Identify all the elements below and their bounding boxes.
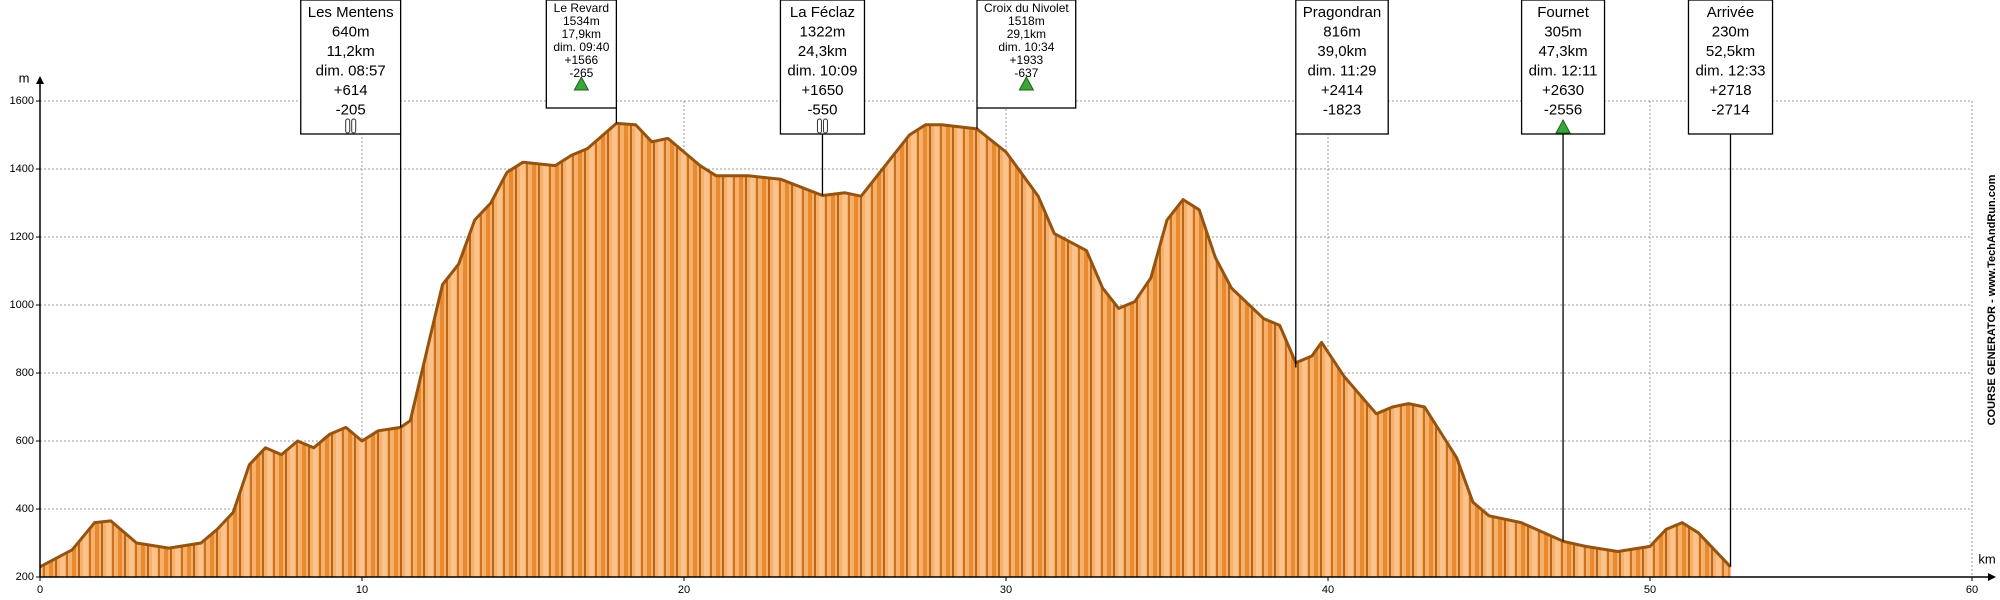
waypoint-distance: 17,9km (562, 27, 601, 41)
waypoint: Fournet 305m 47,3km dim. 12:11 +2630 -2556 (1520, 0, 1606, 542)
waypoint-loss: -1823 (1323, 101, 1361, 118)
waypoint: Les Mentens 640m 11,2km dim. 08:57 +614 -205 (300, 0, 402, 428)
waypoint-loss: -550 (807, 101, 837, 118)
water-icon (816, 118, 822, 134)
waypoint-loss: -2714 (1711, 101, 1749, 118)
waypoint-name: Pragondran (1303, 4, 1381, 21)
x-axis-label: km (1978, 551, 1995, 566)
waypoint-box (1687, 0, 1774, 135)
waypoint-name: Croix du Nivolet (984, 1, 1069, 15)
waypoint: La Féclaz 1322m 24,3km dim. 10:09 +1650 -550 (779, 0, 866, 196)
waypoint-distance: 29,1km (1007, 27, 1046, 41)
waypoint-loss: -637 (1014, 66, 1038, 80)
summit-icon (1018, 75, 1035, 91)
waypoint-loss: -2556 (1544, 101, 1582, 118)
waypoint-time: dim. 12:33 (1695, 62, 1765, 79)
waypoint-box (1295, 0, 1389, 135)
waypoint-distance: 52,5km (1706, 43, 1755, 60)
y-tick-label: 1200 (10, 231, 34, 243)
y-tick-label: 800 (16, 367, 34, 379)
waypoint-gain: +614 (334, 82, 368, 99)
waypoint: Arrivée 230m 52,5km dim. 12:33 +2718 -2714 (1687, 0, 1774, 567)
waypoint-loss: -265 (569, 66, 593, 80)
waypoint-box (779, 0, 866, 135)
waypoint-gain: +2414 (1321, 82, 1363, 99)
profile-line (39, 121, 1732, 569)
water-icon (822, 118, 828, 134)
x-tick-label: 50 (1644, 584, 1656, 596)
waypoint-elevation: 305m (1544, 23, 1582, 40)
y-tick-label: 1400 (10, 163, 34, 175)
x-tick-label: 60 (1966, 584, 1978, 596)
waypoint-name: La Féclaz (790, 4, 855, 21)
waypoint-distance: 39,0km (1317, 43, 1366, 60)
waypoint-time: dim. 10:09 (787, 62, 857, 79)
waypoint: Pragondran 816m 39,0km dim. 11:29 +2414 -1823 (1295, 0, 1389, 368)
waypoint-box (1520, 0, 1606, 135)
water-icon (351, 118, 357, 134)
y-tick-label: 200 (16, 571, 34, 583)
x-tick-label: 30 (1000, 584, 1012, 596)
waypoint-time: dim. 08:57 (316, 62, 386, 79)
x-tick-label: 40 (1322, 584, 1334, 596)
waypoint-time: dim. 09:40 (553, 40, 609, 54)
side-text: COURSE GENERATOR - www.TechAndRun.com (1986, 174, 1998, 425)
waypoint-distance: 47,3km (1538, 43, 1587, 60)
waypoint-time: dim. 12:11 (1529, 62, 1598, 79)
y-tick-label: 1600 (10, 95, 34, 107)
waypoint-time: dim. 10:34 (998, 40, 1054, 54)
waypoint-elevation: 1518m (1008, 14, 1045, 28)
waypoint-gain: +1933 (1010, 53, 1044, 67)
waypoint-gain: +1650 (801, 82, 843, 99)
waypoint-gain: +1566 (565, 53, 599, 67)
waypoint-name: Fournet (1537, 4, 1590, 21)
waypoint-elevation: 1534m (563, 14, 600, 28)
waypoint-gain: +2630 (1542, 82, 1584, 99)
x-tick-label: 0 (37, 584, 43, 596)
summit-icon (573, 75, 590, 91)
waypoint-gain: +2718 (1709, 82, 1751, 99)
waypoint-distance: 11,2km (327, 43, 375, 60)
waypoint-distance: 24,3km (798, 43, 847, 60)
waypoint-name: Le Revard (554, 1, 609, 15)
y-tick-label: 1000 (10, 299, 34, 311)
waypoint-elevation: 1322m (800, 23, 846, 40)
summit-icon (1555, 118, 1571, 134)
x-tick-label: 20 (678, 584, 690, 596)
waypoint-name: Les Mentens (308, 4, 394, 21)
waypoint-time: dim. 11:29 (1308, 62, 1377, 79)
y-axis-label: m (19, 70, 30, 85)
waypoint-elevation: 230m (1712, 23, 1750, 40)
y-tick-label: 600 (16, 435, 34, 447)
x-axis-arrow (1988, 573, 1996, 581)
water-icon (345, 118, 351, 134)
x-tick-label: 10 (356, 584, 368, 596)
waypoint-name: Arrivée (1707, 4, 1755, 21)
y-tick-label: 400 (16, 503, 34, 515)
waypoint-elevation: 640m (332, 23, 370, 40)
y-axis-arrow (36, 76, 44, 84)
waypoint-box (300, 0, 402, 135)
waypoint-elevation: 816m (1323, 23, 1361, 40)
profile-area (40, 123, 1731, 578)
waypoint-loss: -205 (336, 101, 366, 118)
